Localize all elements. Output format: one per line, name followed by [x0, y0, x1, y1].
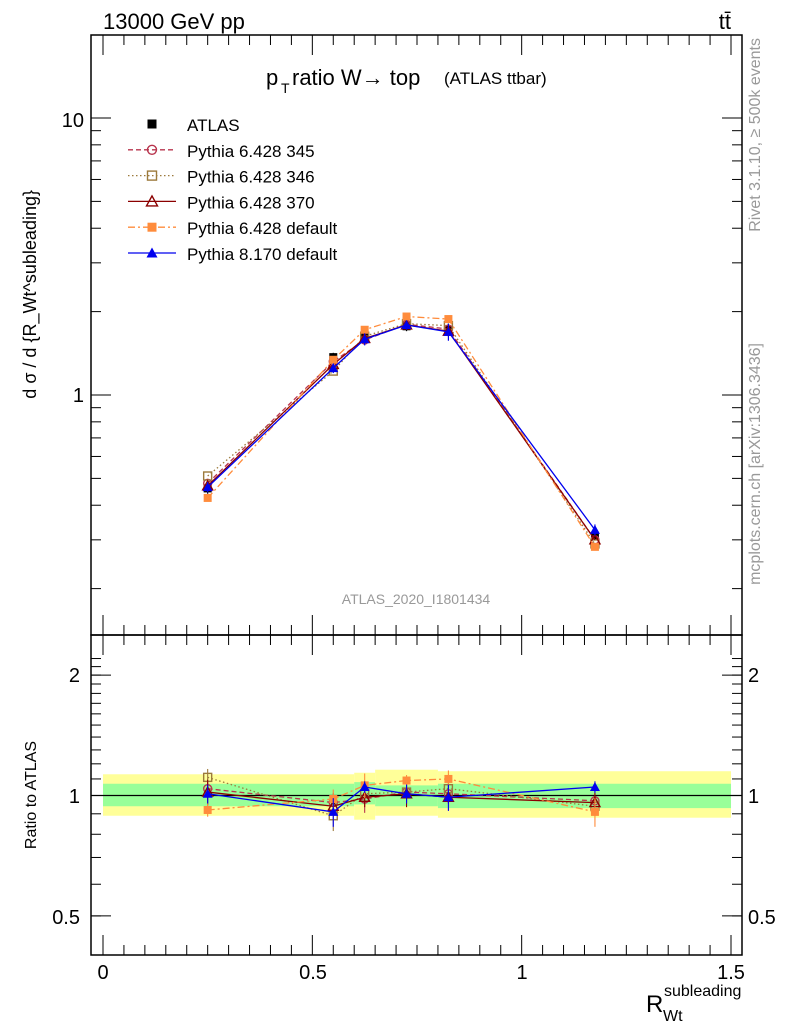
- ratio-point-pythia-6-428-default: [402, 776, 411, 785]
- point-pythia-6-428-default: [360, 325, 369, 334]
- legend-marker-pythia-6-428-345: [146, 144, 158, 156]
- legend-entry-pythia-6-428-370: Pythia 6.428 370: [128, 193, 315, 212]
- ratio-y-tick-label-right-2: 2: [748, 665, 759, 687]
- legend-label-pythia-6-428-345: Pythia 6.428 345: [187, 142, 315, 161]
- x-tick-label-0.5: 0.5: [299, 962, 327, 984]
- ratio-point-pythia-8-170-default: [202, 788, 213, 798]
- legend-label-pythia-8-170-default: Pythia 8.170 default: [187, 245, 338, 264]
- legend-marker-atlas: [147, 119, 157, 129]
- ratio-point-pythia-8-170-default: [443, 792, 454, 802]
- ratio-series-pythia-8-170-default: [202, 781, 600, 827]
- ratio-y-tick-label-right-0.5: 0.5: [748, 907, 776, 929]
- analysis-id: ATLAS_2020_I1801434: [342, 591, 491, 607]
- x-axis-label-sup: subleading: [664, 983, 741, 1000]
- legend-entry-pythia-6-428-346: Pythia 6.428 346: [128, 168, 315, 187]
- legend-entry-pythia-6-428-345: Pythia 6.428 345: [128, 142, 315, 161]
- ratio-point-pythia-8-170-default: [401, 788, 412, 798]
- legend-label-pythia-6-428-370: Pythia 6.428 370: [187, 193, 315, 212]
- main-y-tick-label-10: 10: [62, 110, 84, 132]
- title-small: (ATLAS ttbar): [444, 69, 547, 88]
- series-pythia-8-170-default: [202, 319, 600, 536]
- x-tick-label-1.5: 1.5: [717, 962, 745, 984]
- ratio-y-tick-label-1: 1: [69, 786, 80, 808]
- legend-label-pythia-6-428-346: Pythia 6.428 346: [187, 168, 315, 187]
- plot-title: p T ratio W→ top (ATLAS ttbar): [266, 65, 547, 96]
- point-pythia-6-428-default: [203, 493, 212, 502]
- mcplots-label: mcplots.cern.ch [arXiv:1306.3436]: [747, 343, 764, 585]
- line-pythia-8-170-default: [207, 324, 596, 531]
- point-pythia-6-428-default: [590, 542, 599, 551]
- x-tick-label-1: 1: [516, 962, 527, 984]
- x-axis-label: R Wt subleading: [646, 983, 741, 1024]
- point-pythia-8-170-default: [401, 319, 412, 329]
- title-p-subscript: T: [281, 80, 290, 96]
- ratio-y-tick-label-right-1: 1: [748, 786, 759, 808]
- x-axis-label-sub: Wt: [663, 1008, 683, 1024]
- ratio-point-pythia-6-428-default: [203, 805, 212, 814]
- line-pythia-6-428-default: [207, 315, 596, 548]
- point-pythia-6-428-default: [329, 355, 338, 364]
- ratio-y-axis-label: Ratio to ATLAS: [23, 741, 40, 849]
- point-pythia-8-170-default: [328, 363, 339, 373]
- point-pythia-8-170-default: [589, 524, 600, 534]
- ratio-y-tick-label-2: 2: [69, 665, 80, 687]
- ratio-point-pythia-8-170-default: [328, 806, 339, 816]
- main-y-axis-label: d σ / d {R_Wt^subleading}: [20, 190, 41, 399]
- series-pythia-6-428-default: [203, 312, 599, 551]
- legend-marker-pythia-6-428-370: [145, 194, 159, 207]
- ratio-line-pythia-6-428-default: [207, 778, 596, 813]
- ratio-line-pythia-8-170-default: [207, 786, 595, 813]
- x-tick-label-0: 0: [97, 962, 108, 984]
- legend-marker-pythia-6-428-346: [146, 170, 158, 181]
- series-pythia-6-428-370: [201, 318, 602, 545]
- ratio-point-pythia-8-170-default: [589, 782, 600, 792]
- point-pythia-6-428-default: [444, 315, 453, 324]
- series-atlas: [203, 321, 599, 540]
- ratio-point-pythia-8-170-default: [359, 782, 370, 792]
- ratio-point-pythia-6-428-default: [444, 774, 453, 783]
- ratio-line-pythia-6-428-370: [207, 791, 595, 807]
- main-y-tick-label-1: 1: [73, 385, 84, 407]
- point-pythia-8-170-default: [202, 482, 213, 492]
- legend-label-atlas: ATLAS: [187, 116, 240, 135]
- ratio-point-pythia-6-428-370: [358, 790, 371, 802]
- legend-label-pythia-6-428-default: Pythia 6.428 default: [187, 219, 338, 238]
- main-plot-panel: 1 10 p T ratio W→ top (ATLAS ttbar) d σ …: [20, 34, 743, 636]
- legend-marker-pythia-8-170-default: [146, 247, 158, 258]
- point-pythia-8-170-default: [359, 334, 370, 344]
- energy-label: 13000 GeV pp: [103, 9, 245, 34]
- ratio-plot-panel: 0.5 1 2 0.5 1 2 Ratio to ATLAS: [23, 634, 776, 956]
- ratio-point-pythia-6-428-default: [590, 807, 599, 816]
- legend: ATLAS Pythia 6.428 345 Pythia 6.428 346 Pyt…: [128, 116, 338, 264]
- legend-marker-pythia-6-428-default: [147, 222, 157, 232]
- series-pythia-6-428-346: [202, 318, 600, 549]
- legend-entry-atlas: ATLAS: [147, 116, 240, 135]
- x-axis-label-main: R: [646, 991, 663, 1018]
- title-p: p: [266, 65, 278, 90]
- ratio-y-tick-label-0.5: 0.5: [52, 907, 80, 929]
- rivet-version-label: Rivet 3.1.10, ≥ 500k events: [747, 38, 764, 232]
- point-pythia-6-428-default: [402, 312, 411, 321]
- legend-entry-pythia-8-170-default: Pythia 8.170 default: [128, 245, 338, 264]
- point-pythia-8-170-default: [443, 326, 454, 336]
- legend-entry-pythia-6-428-default: Pythia 6.428 default: [128, 219, 338, 238]
- title-main: ratio W→ top: [292, 65, 420, 90]
- process-label: tt̄: [719, 9, 731, 34]
